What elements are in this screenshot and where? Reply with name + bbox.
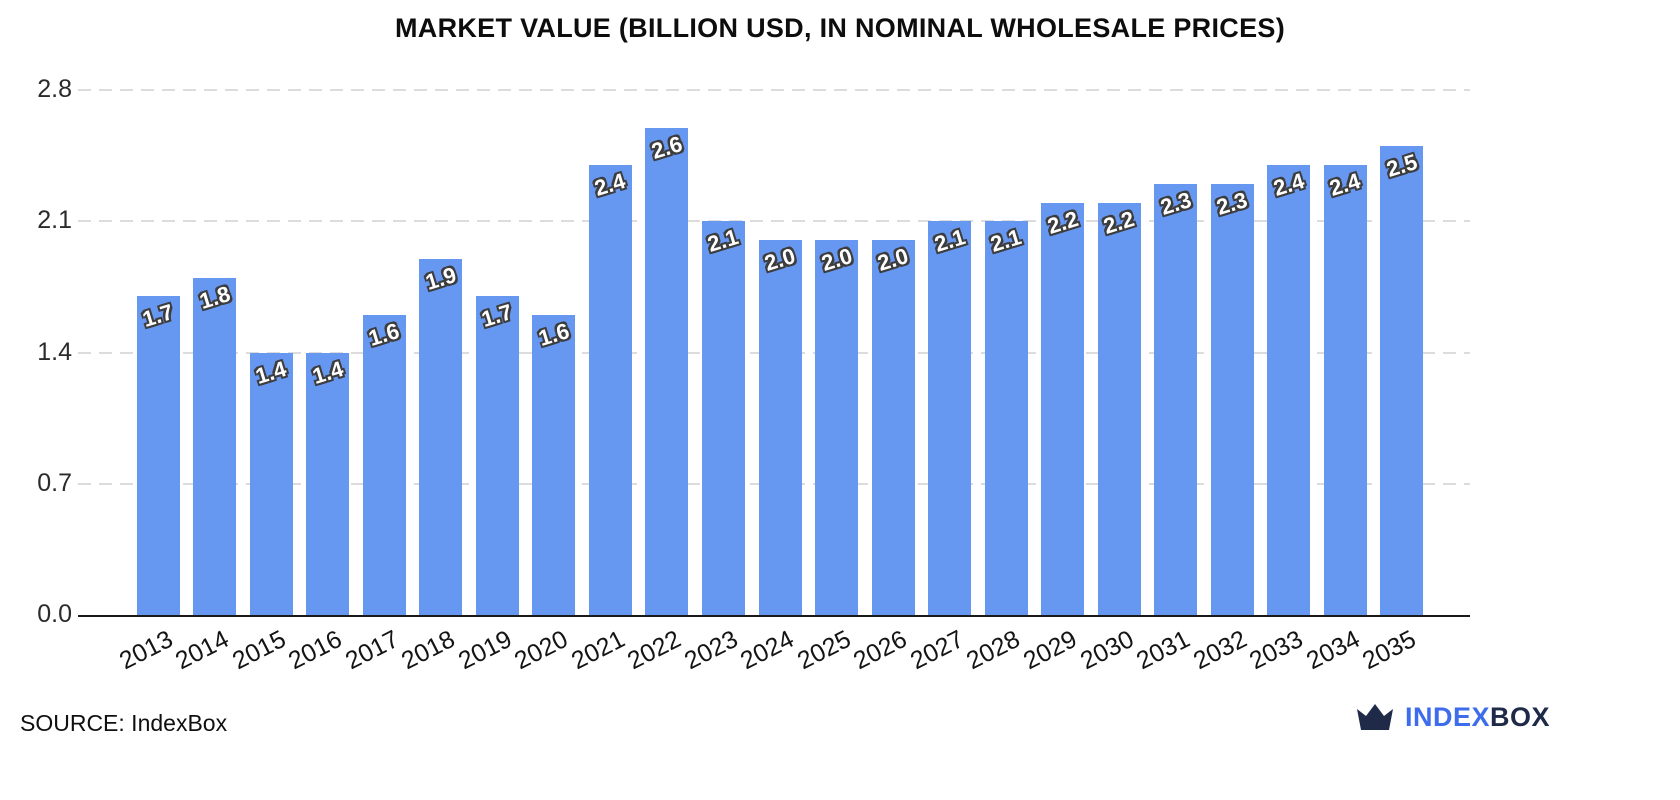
indexbox-logo-text: INDEXBOX <box>1405 702 1550 733</box>
gridline <box>78 89 1470 91</box>
bar-2031[interactable]: 2.3 <box>1154 183 1198 615</box>
x-tick-label: 2029 <box>1019 625 1082 676</box>
bar-value-label: 1.6 <box>365 318 403 351</box>
bar-2021[interactable]: 2.4 <box>588 165 632 615</box>
bar-2035[interactable]: 2.5 <box>1380 146 1424 615</box>
bar-2027[interactable]: 2.1 <box>928 221 972 615</box>
bar-2013[interactable]: 1.7 <box>136 296 180 615</box>
bar-value-label: 1.8 <box>196 280 233 314</box>
x-tick-label: 2031 <box>1132 625 1195 676</box>
bar-value-label: 2.4 <box>1326 168 1364 201</box>
x-tick-label: 2025 <box>792 625 856 676</box>
bar-2028[interactable]: 2.1 <box>984 221 1028 615</box>
gridline <box>78 220 1470 223</box>
x-tick-label: 2023 <box>679 625 743 676</box>
bar-2019[interactable]: 1.7 <box>475 296 519 615</box>
bar-value-label: 2.5 <box>1383 149 1420 183</box>
x-axis-line <box>78 615 1470 617</box>
bar-value-label: 2.0 <box>761 243 799 276</box>
bar-2026[interactable]: 2.0 <box>871 240 915 615</box>
plot-area: 0.0 0.7 1.4 2.1 2.8 1.7 2013 1.8 2014 1.4 2015 1.4 2… <box>37 75 1470 675</box>
bar-value-label: 2.0 <box>818 243 855 276</box>
logo-text-index: INDEX <box>1404 701 1490 732</box>
bar-2030[interactable]: 2.2 <box>1097 202 1141 615</box>
bar-value-label: 2.1 <box>931 224 968 258</box>
x-tick-label: 2015 <box>227 625 291 676</box>
bar-2022[interactable]: 2.6 <box>645 127 689 615</box>
bar-value-label: 2.2 <box>1044 205 1081 239</box>
bar-2029[interactable]: 2.2 <box>1041 202 1085 615</box>
chart-title: MARKET VALUE (BILLION USD, IN NOMINAL WH… <box>395 13 1285 43</box>
bar-value-label: 1.4 <box>309 355 346 389</box>
bar-value-label: 2.1 <box>987 224 1025 258</box>
logo-text-box: BOX <box>1489 701 1550 732</box>
bar-value-label: 1.7 <box>139 299 177 333</box>
x-tick-label: 2021 <box>566 625 630 676</box>
x-tick-label: 2014 <box>171 625 234 676</box>
bar-value-label: 2.2 <box>1100 205 1138 239</box>
x-tick-label: 2020 <box>510 625 573 676</box>
bar-value-label: 2.4 <box>1270 168 1307 201</box>
x-tick-label: 2022 <box>623 625 686 676</box>
bar-2014[interactable]: 1.8 <box>193 277 237 615</box>
x-tick-label: 2018 <box>397 625 460 676</box>
bar-2015[interactable]: 1.4 <box>249 352 293 615</box>
bar-value-label: 1.7 <box>478 299 516 333</box>
x-tick-label: 2024 <box>736 625 799 676</box>
indexbox-crown-icon <box>1355 700 1395 734</box>
bar-2034[interactable]: 2.4 <box>1323 165 1367 615</box>
x-tick-label: 2028 <box>962 625 1025 676</box>
bar-2025[interactable]: 2.0 <box>815 240 859 615</box>
y-tick-label: 1.4 <box>37 337 72 366</box>
bar-2018[interactable]: 1.9 <box>419 258 463 615</box>
y-tick-label: 0.7 <box>37 468 72 497</box>
x-tick-label: 2013 <box>114 625 177 676</box>
bar-value-label: 2.0 <box>874 243 912 276</box>
y-tick-label: 2.8 <box>37 74 72 103</box>
bar-2020[interactable]: 1.6 <box>532 315 576 615</box>
x-tick-label: 2026 <box>849 625 912 676</box>
x-tick-label: 2019 <box>453 625 517 676</box>
bar-value-label: 1.9 <box>422 261 459 295</box>
x-tick-label: 2032 <box>1188 625 1251 676</box>
bar-value-label: 1.4 <box>252 355 290 389</box>
x-tick-label: 2017 <box>340 625 404 676</box>
x-tick-label: 2033 <box>1245 625 1308 676</box>
bar-2016[interactable]: 1.4 <box>306 352 350 615</box>
bar-value-label: 1.6 <box>535 318 573 351</box>
bar-value-label: 2.1 <box>705 224 742 258</box>
x-tick-label: 2034 <box>1301 625 1364 676</box>
bar-2033[interactable]: 2.4 <box>1267 165 1311 615</box>
bar-value-label: 2.6 <box>648 130 686 164</box>
x-tick-label: 2035 <box>1358 625 1421 676</box>
x-tick-label: 2030 <box>1075 625 1138 676</box>
bar-value-label: 2.3 <box>1213 186 1251 220</box>
bar-value-label: 2.3 <box>1157 186 1194 220</box>
x-tick-label: 2027 <box>906 625 969 676</box>
bar-value-label: 2.4 <box>591 168 629 201</box>
x-tick-label: 2016 <box>284 625 347 676</box>
y-tick-label: 2.1 <box>37 206 72 235</box>
indexbox-logo[interactable]: INDEXBOX <box>1355 700 1550 734</box>
bar-2017[interactable]: 1.6 <box>362 315 406 615</box>
bar-2032[interactable]: 2.3 <box>1210 183 1254 615</box>
bar-2024[interactable]: 2.0 <box>758 240 802 615</box>
bar-2023[interactable]: 2.1 <box>701 221 745 615</box>
source-label: SOURCE: IndexBox <box>20 710 228 736</box>
y-tick-label: 0.0 <box>37 599 72 628</box>
